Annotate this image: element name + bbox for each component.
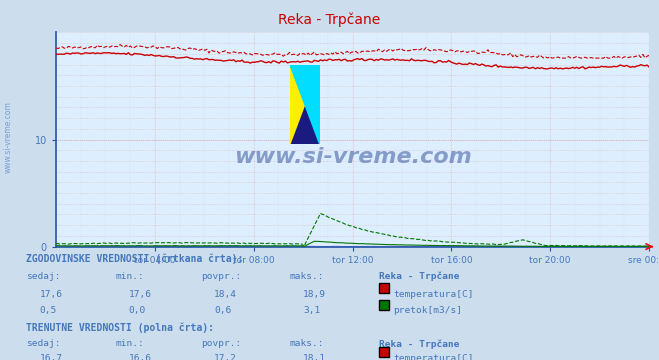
Text: Reka - Trpčane: Reka - Trpčane (278, 13, 381, 27)
Text: maks.:: maks.: (290, 339, 324, 348)
Text: min.:: min.: (115, 339, 144, 348)
Text: 18,9: 18,9 (303, 290, 326, 299)
Text: Reka - Trpčane: Reka - Trpčane (379, 272, 459, 281)
Text: www.si-vreme.com: www.si-vreme.com (3, 101, 13, 173)
Text: www.si-vreme.com: www.si-vreme.com (234, 147, 471, 167)
Text: 16,6: 16,6 (129, 354, 152, 360)
Text: pretok[m3/s]: pretok[m3/s] (393, 306, 463, 315)
Text: 0,6: 0,6 (214, 306, 231, 315)
Text: 18,4: 18,4 (214, 290, 237, 299)
Text: Reka - Trpčane: Reka - Trpčane (379, 339, 459, 348)
Text: 17,6: 17,6 (129, 290, 152, 299)
Text: temperatura[C]: temperatura[C] (393, 290, 474, 299)
Text: ZGODOVINSKE VREDNOSTI (črtkana črta):: ZGODOVINSKE VREDNOSTI (črtkana črta): (26, 254, 244, 264)
Text: sedaj:: sedaj: (26, 339, 61, 348)
Text: TRENUTNE VREDNOSTI (polna črta):: TRENUTNE VREDNOSTI (polna črta): (26, 322, 214, 333)
Text: sedaj:: sedaj: (26, 272, 61, 281)
Text: 18,1: 18,1 (303, 354, 326, 360)
Text: 17,6: 17,6 (40, 290, 63, 299)
Polygon shape (290, 65, 320, 104)
Polygon shape (304, 65, 320, 144)
Text: 0,5: 0,5 (40, 306, 57, 315)
Polygon shape (290, 65, 304, 144)
Text: min.:: min.: (115, 272, 144, 281)
Text: temperatura[C]: temperatura[C] (393, 354, 474, 360)
Text: povpr.:: povpr.: (201, 339, 241, 348)
Text: 3,1: 3,1 (303, 306, 320, 315)
Text: 0,0: 0,0 (129, 306, 146, 315)
Text: povpr.:: povpr.: (201, 272, 241, 281)
Text: 17,2: 17,2 (214, 354, 237, 360)
Text: maks.:: maks.: (290, 272, 324, 281)
Text: 16,7: 16,7 (40, 354, 63, 360)
